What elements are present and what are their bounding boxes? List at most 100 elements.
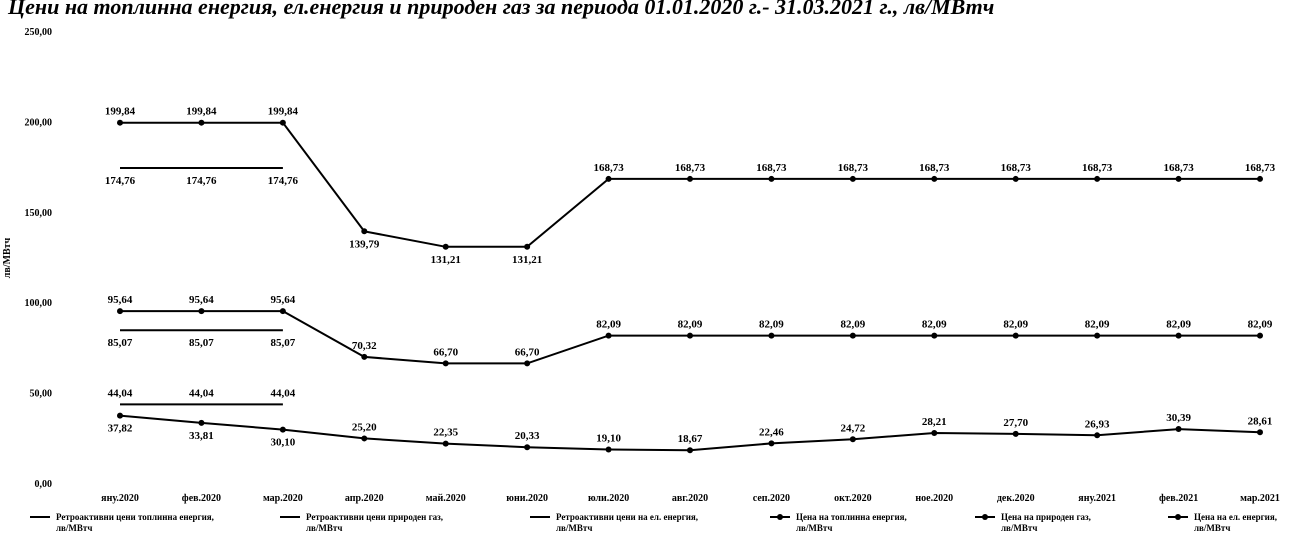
x-tick-label: мар.2021 (1240, 493, 1280, 504)
series-5-point (361, 353, 368, 360)
x-tick-label: дек.2020 (997, 493, 1035, 504)
y-tick-label: 100,00 (25, 298, 53, 309)
data-label: 95,64 (189, 294, 214, 306)
legend-item-4: Цена на топлинна енергия, лв/МВтч (770, 512, 907, 533)
series-4-point (524, 243, 531, 250)
data-label: 82,09 (596, 319, 621, 331)
legend-item-6: Цена на ел. енергия, лв/МВтч (1168, 512, 1277, 533)
data-label: 28,61 (1248, 415, 1273, 427)
series-6-point (768, 440, 775, 447)
data-label: 131,21 (431, 254, 461, 266)
data-label: 44,04 (189, 387, 214, 399)
data-label: 82,09 (1248, 319, 1273, 331)
x-tick-label: фев.2020 (182, 493, 221, 504)
x-tick-label: май.2020 (426, 493, 466, 504)
series-5-point (849, 332, 856, 339)
data-label: 82,09 (1085, 319, 1110, 331)
series-6-point (117, 412, 123, 419)
x-tick-label: ное.2020 (915, 493, 953, 504)
data-label: 168,73 (919, 162, 950, 174)
data-label: 24,72 (840, 422, 865, 434)
x-tick-label: авг.2020 (672, 493, 708, 504)
data-label: 139,79 (349, 238, 380, 250)
legend-item-5: Цена на природен газ, лв/МВтч (975, 512, 1091, 533)
series-5-point (442, 360, 449, 367)
series-6-point (849, 436, 856, 443)
x-tick-label: мар.2020 (263, 493, 303, 504)
data-label: 82,09 (840, 319, 865, 331)
series-4-point (1175, 175, 1182, 182)
series-4-point (687, 175, 693, 182)
data-label: 27,70 (1003, 417, 1028, 429)
series-4-point (849, 175, 856, 182)
series-4-point (1257, 175, 1263, 182)
y-tick-label: 0,00 (35, 479, 53, 490)
data-label: 44,04 (270, 387, 295, 399)
series-5-point (1012, 332, 1019, 339)
x-tick-label: яну.2020 (101, 493, 139, 504)
series-5-point (1094, 332, 1101, 339)
y-axis: 0,00 50,00 100,00 150,00 200,00 250,00 (25, 27, 53, 490)
data-label: 22,46 (759, 426, 784, 438)
series-5-point (117, 308, 123, 315)
legend-label: Ретроактивни цени топлинна енергия, лв/МВ… (56, 512, 214, 533)
data-label: 95,64 (108, 294, 133, 306)
series-5-point (279, 308, 286, 315)
data-label: 44,04 (108, 387, 133, 399)
legend-item-3: Ретроактивни цени на ел. енергия, лв/МВтч (530, 512, 698, 533)
data-label: 37,82 (108, 423, 133, 435)
series-6-point (1175, 426, 1182, 433)
legend-label: Ретроактивни цени на ел. енергия, лв/МВтч (556, 512, 698, 533)
series-6-point (605, 446, 612, 453)
data-label: 18,67 (678, 433, 703, 445)
legend-label: Ретроактивни цени природен газ, лв/МВтч (306, 512, 443, 533)
series-5-point (524, 360, 531, 367)
data-label: 168,73 (756, 162, 787, 174)
y-axis-label: лв/МВтч (2, 237, 13, 278)
data-label: 168,73 (1082, 162, 1113, 174)
series-6-point (687, 447, 693, 454)
series-5-point (605, 332, 612, 339)
data-label: 66,70 (515, 346, 540, 358)
legend-label: Цена на природен газ, лв/МВтч (1001, 512, 1091, 533)
series-5-point (687, 332, 693, 339)
data-label: 95,64 (270, 294, 295, 306)
data-label: 28,21 (922, 416, 947, 428)
series-6-point (1012, 430, 1019, 437)
data-label: 168,73 (675, 162, 706, 174)
series-4-point (931, 175, 938, 182)
data-label: 85,07 (108, 337, 133, 349)
data-label: 82,09 (922, 319, 947, 331)
x-tick-label: окт.2020 (834, 493, 871, 504)
data-label: 168,73 (1163, 162, 1194, 174)
data-label: 19,10 (596, 432, 621, 444)
x-tick-label: сеп.2020 (753, 493, 790, 504)
data-label: 199,84 (268, 106, 299, 118)
data-label: 168,73 (838, 162, 869, 174)
series-5-point (198, 308, 205, 315)
series-4-point (442, 243, 449, 250)
data-label: 82,09 (678, 319, 703, 331)
data-label: 85,07 (270, 337, 295, 349)
legend-swatch-marker (1175, 514, 1181, 520)
y-tick-label: 200,00 (25, 117, 53, 128)
series-4-point (361, 228, 368, 235)
legend-item-2: Ретроактивни цени природен газ, лв/МВтч (280, 512, 443, 533)
data-label: 131,21 (512, 254, 542, 266)
data-label: 168,73 (1001, 162, 1032, 174)
data-label: 22,35 (433, 427, 458, 439)
series-6-point (279, 426, 286, 433)
x-tick-label: юли.2020 (588, 493, 629, 504)
legend: Ретроактивни цени топлинна енергия, лв/МВ… (30, 512, 1277, 533)
data-label: 30,10 (270, 437, 295, 449)
data-label: 20,33 (515, 430, 540, 442)
x-tick-label: апр.2020 (345, 493, 384, 504)
data-labels: 174,76 174,76 174,76 85,07 85,07 85,07 44,04 44… (105, 106, 1276, 449)
series-5-point (1257, 332, 1263, 339)
data-label: 199,84 (186, 106, 217, 118)
legend-label: Цена на топлинна енергия, лв/МВтч (796, 512, 907, 533)
legend-label: Цена на ел. енергия, лв/МВтч (1194, 512, 1277, 533)
legend-item-1: Ретроактивни цени топлинна енергия, лв/МВ… (30, 512, 214, 533)
y-tick-label: 150,00 (25, 208, 53, 219)
series-6-point (931, 429, 938, 436)
